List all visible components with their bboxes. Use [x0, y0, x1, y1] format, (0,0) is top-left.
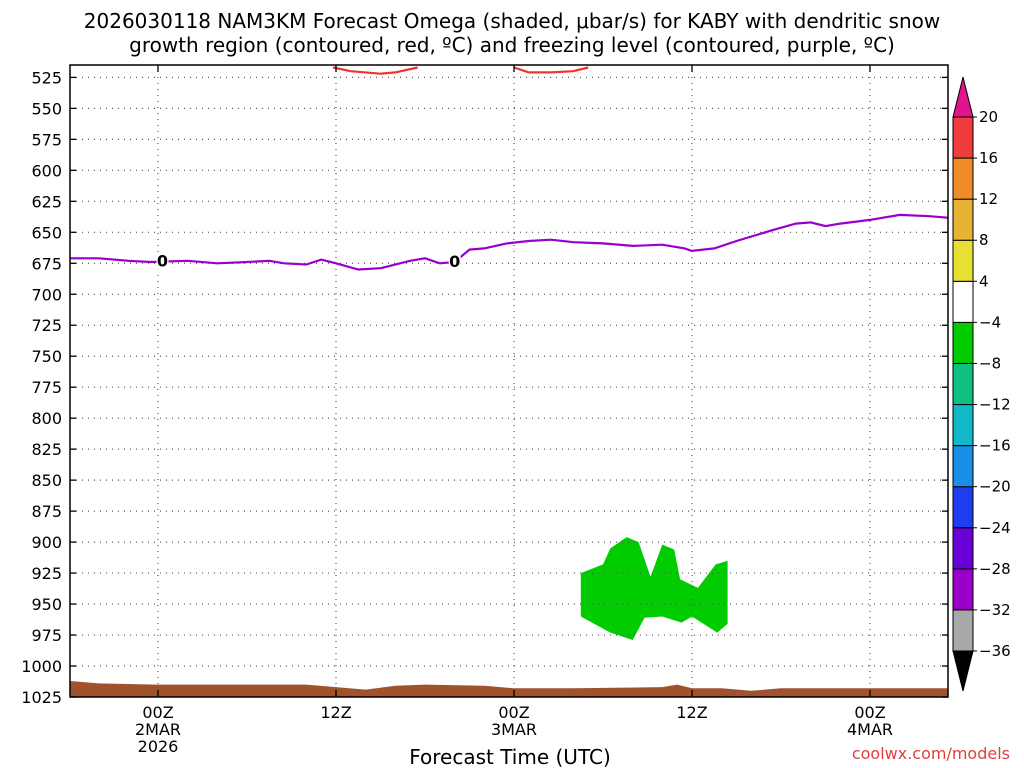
- colorbar-box-0: [952, 609, 974, 652]
- y-tick-label-575: 575: [31, 130, 62, 149]
- x-axis-title: Forecast Time (UTC): [409, 745, 611, 768]
- y-tick-label-700: 700: [31, 285, 62, 304]
- y-tick-label-1025: 1025: [21, 688, 62, 707]
- colorbar-box-7: [952, 321, 974, 364]
- colorbar-box-8: [952, 280, 974, 323]
- freezing-label-bg-1: [448, 254, 461, 271]
- colorbar-box-3: [952, 486, 974, 529]
- colorbar-label-7: −8: [979, 354, 1001, 372]
- colorbar-box-6: [952, 362, 974, 406]
- y-tick-label-900: 900: [31, 533, 62, 552]
- freezing-label-0: 0: [157, 252, 168, 271]
- x-tick-label-30-1: 3MAR: [491, 720, 537, 739]
- terrain-fill: [70, 680, 948, 697]
- x-tick-label-18-0: 12Z: [320, 703, 351, 722]
- colorbar-label-13: 20: [979, 108, 998, 126]
- y-tick-label-650: 650: [31, 223, 62, 242]
- freezing-label-1: 0: [449, 252, 460, 271]
- y-tick-label-550: 550: [31, 99, 62, 118]
- colorbar-label-12: 16: [979, 149, 998, 167]
- y-tick-label-850: 850: [31, 471, 62, 490]
- colorbar-arrow-high: [952, 76, 974, 118]
- plot-frame: [69, 64, 949, 698]
- y-tick-label-750: 750: [31, 347, 62, 366]
- dgz-contour-2: [513, 66, 589, 74]
- y-tick-label-525: 525: [31, 68, 62, 87]
- colorbar-label-8: −4: [979, 313, 1001, 331]
- y-tick-label-875: 875: [31, 502, 62, 521]
- colorbar-label-10: 8: [979, 231, 989, 249]
- x-tick-label-6-2: 2026: [138, 737, 179, 756]
- colorbar: −36 −32 −28 −24 −20 −16 −12 −8 −4 4 8 12 16 20: [952, 76, 1011, 692]
- chart-title-line1: 2026030118 NAM3KM Forecast Omega (shaded…: [84, 9, 940, 33]
- freezing-label-bg-0: [156, 253, 169, 270]
- colorbar-label-2: −28: [979, 560, 1011, 578]
- x-tick-label-30-0: 00Z: [498, 703, 529, 722]
- x-tick-label-54-0: 00Z: [854, 703, 885, 722]
- y-tick-label-600: 600: [31, 161, 62, 180]
- y-tick-label-825: 825: [31, 440, 62, 459]
- y-tick-label-925: 925: [31, 564, 62, 583]
- y-tick-label-675: 675: [31, 254, 62, 273]
- gridlines: [70, 65, 948, 697]
- y-tick-label-725: 725: [31, 316, 62, 335]
- x-tick-label-54-1: 4MAR: [847, 720, 893, 739]
- y-tick-label-800: 800: [31, 409, 62, 428]
- dgz-contour-1: [332, 66, 418, 75]
- x-tick-label-6-1: 2MAR: [135, 720, 181, 739]
- y-tick-label-1000: 1000: [21, 657, 62, 676]
- colorbar-label-5: −16: [979, 437, 1011, 455]
- omega-shading-layer: [580, 537, 728, 640]
- y-tick-label-975: 975: [31, 626, 62, 645]
- colorbar-label-9: 4: [979, 272, 989, 290]
- colorbar-label-11: 12: [979, 190, 998, 208]
- colorbar-box-5: [952, 404, 974, 447]
- terrain-layer: [70, 680, 948, 697]
- x-tick-label-6-0: 00Z: [142, 703, 173, 722]
- y-tick-label-625: 625: [31, 192, 62, 211]
- colorbar-label-0: −36: [979, 642, 1011, 660]
- y-tick-label-775: 775: [31, 378, 62, 397]
- colorbar-box-4: [952, 445, 974, 488]
- chart-title-line2: growth region (contoured, red, ºC) and f…: [129, 33, 895, 57]
- colorbar-label-6: −12: [979, 396, 1011, 414]
- colorbar-box-1: [952, 568, 974, 611]
- colorbar-box-12: [952, 116, 974, 159]
- colorbar-label-4: −20: [979, 478, 1011, 496]
- x-tick-label-42-0: 12Z: [676, 703, 707, 722]
- colorbar-label-3: −24: [979, 519, 1011, 537]
- colorbar-box-2: [952, 527, 974, 570]
- y-tick-label-950: 950: [31, 595, 62, 614]
- colorbar-box-9: [952, 239, 974, 282]
- colorbar-box-11: [952, 157, 974, 200]
- colorbar-label-1: −32: [979, 601, 1011, 619]
- omega-region-green: [580, 537, 728, 640]
- colorbar-box-10: [952, 198, 974, 241]
- axis-ticks: 525 550 575 600 625 650 675 700 725 750 775 800 825 8…: [21, 65, 948, 756]
- credit-text: coolwx.com/models: [852, 744, 1010, 763]
